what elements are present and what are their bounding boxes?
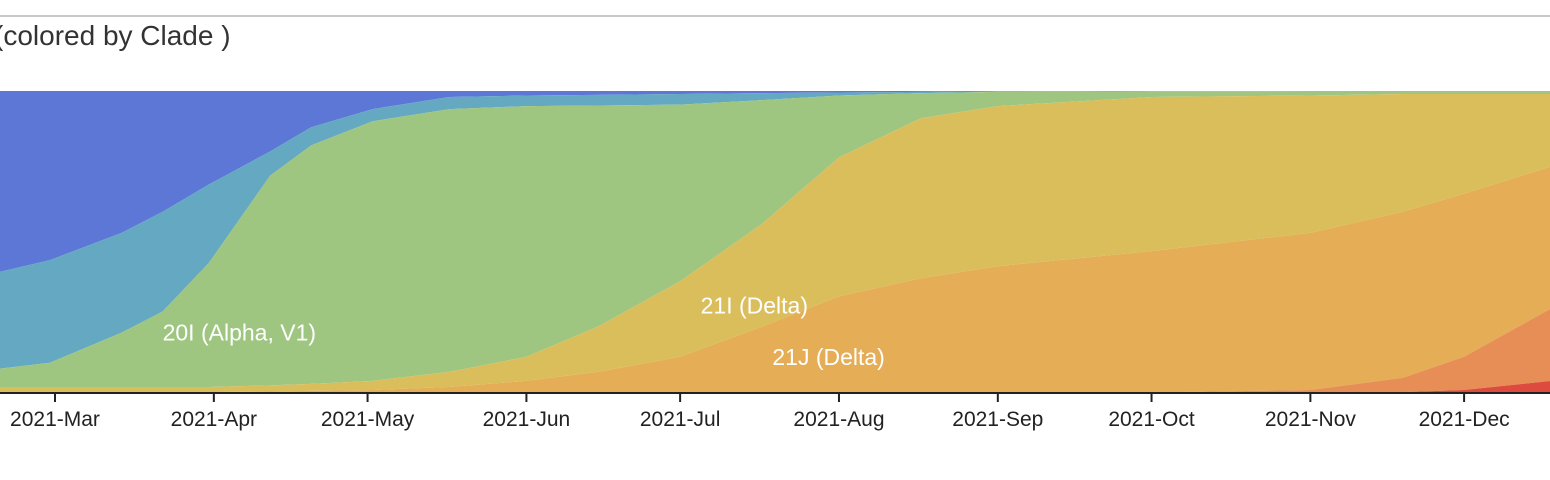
- area-21i-delta[interactable]: [0, 94, 1550, 393]
- area-21j-delta[interactable]: [0, 166, 1550, 394]
- area-other-blue[interactable]: [0, 91, 1550, 272]
- area-label: 21J (Delta): [772, 344, 884, 370]
- area-label: 21I (Delta): [701, 292, 808, 318]
- x-tick-label: 2021-Apr: [171, 408, 257, 431]
- x-tick-label: 2021-Jun: [483, 408, 571, 431]
- area-label: 20I (Alpha, V1): [163, 320, 316, 346]
- x-tick-label: 2021-Aug: [793, 408, 884, 431]
- area-20i-alpha-v1[interactable]: [0, 91, 1550, 387]
- x-tick-label: 2021-Mar: [10, 408, 100, 431]
- x-tick-label: 2021-Dec: [1419, 408, 1510, 431]
- chart-title: (colored by Clade ): [0, 20, 231, 51]
- top-divider: [0, 15, 1550, 17]
- x-tick-label: 2021-Jul: [640, 408, 721, 431]
- x-tick-label: 2021-Nov: [1265, 408, 1357, 431]
- area-21a-delta[interactable]: [0, 308, 1550, 393]
- x-tick-label: 2021-Oct: [1108, 408, 1195, 431]
- x-tick-label: 2021-May: [321, 408, 415, 431]
- x-tick-label: 2021-Sep: [952, 408, 1043, 431]
